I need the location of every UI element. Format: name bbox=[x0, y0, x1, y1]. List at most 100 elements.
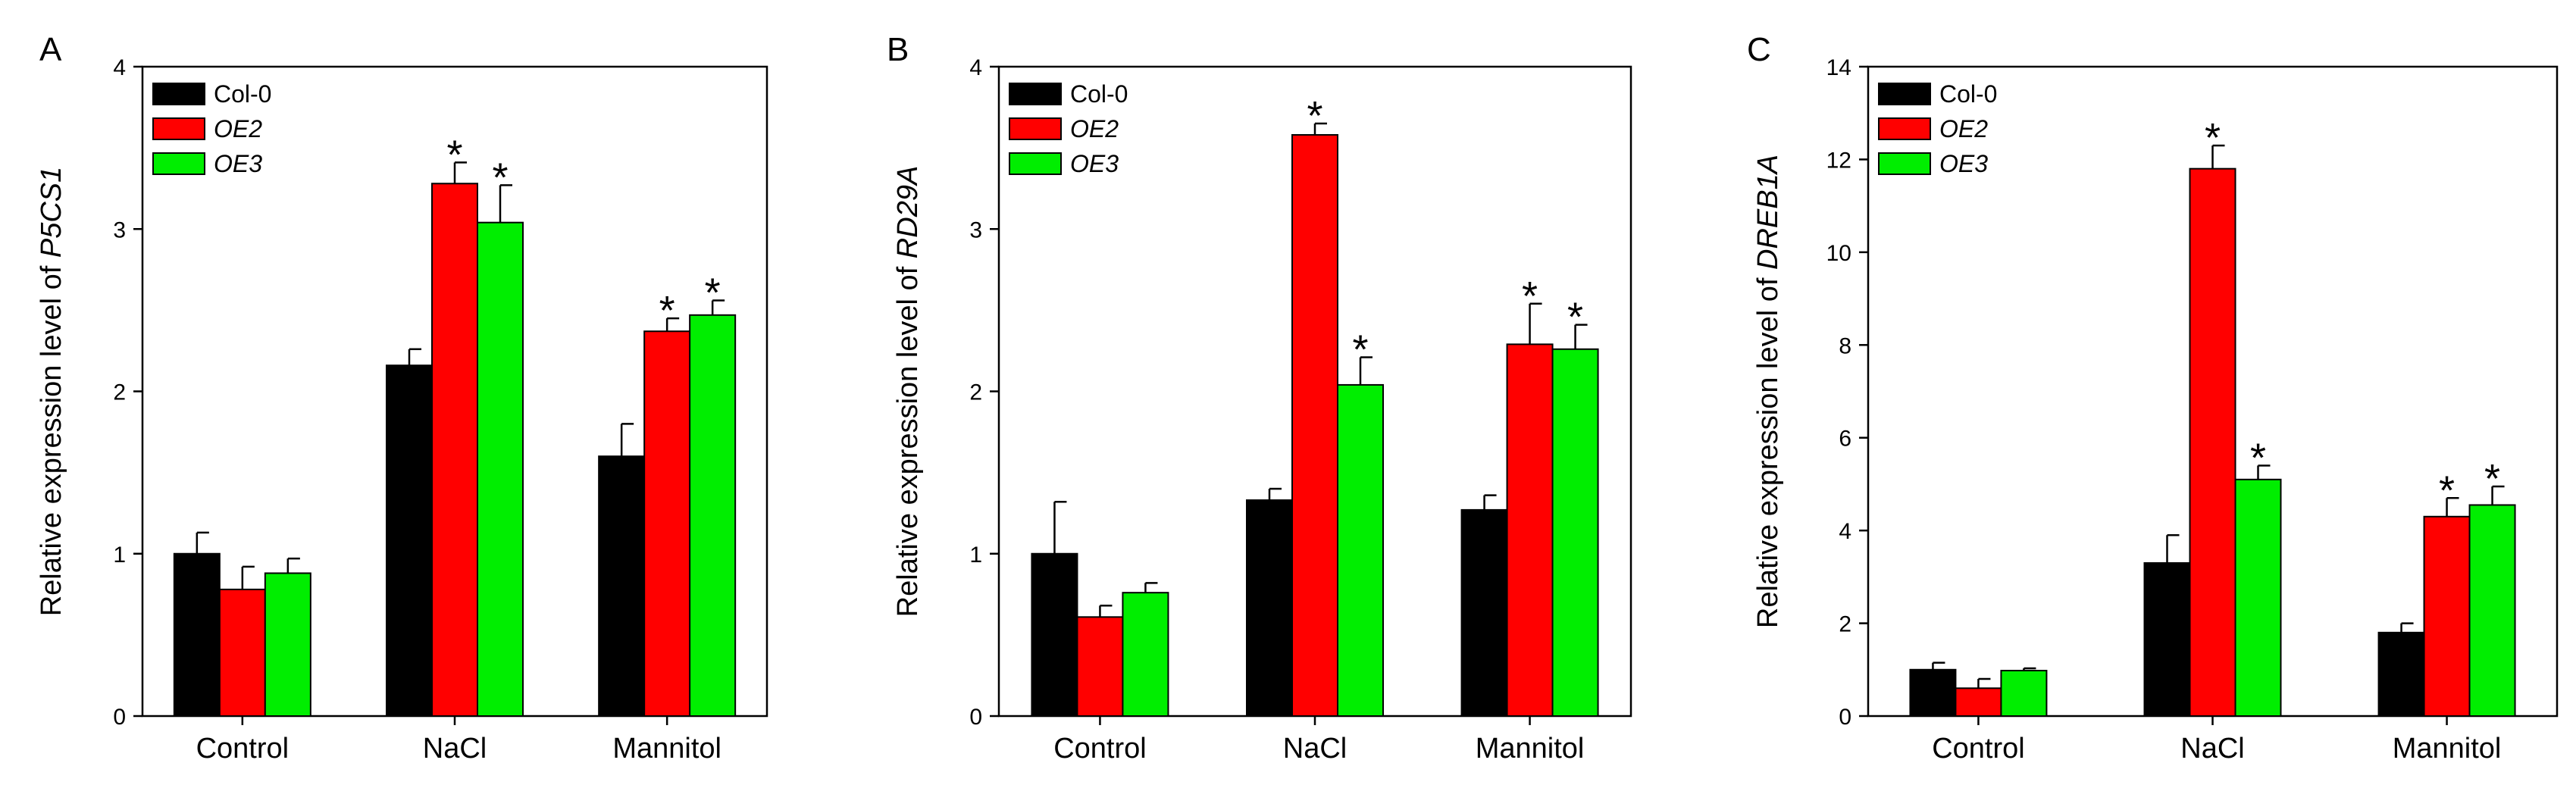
x-category-label: NaCl bbox=[1283, 733, 1347, 765]
bar-oe2-nacl bbox=[2189, 167, 2236, 717]
bar-col-0-control bbox=[1031, 552, 1078, 717]
bar-oe2-nacl bbox=[431, 183, 478, 717]
legend-swatch-col-0 bbox=[1878, 83, 1931, 105]
legend-label: OE2 bbox=[214, 115, 262, 142]
legend-swatch-oe3 bbox=[152, 152, 205, 175]
significance-star: * bbox=[492, 155, 508, 200]
significance-star: * bbox=[1522, 274, 1538, 319]
y-tick-label: 1 bbox=[113, 543, 126, 568]
legend-swatch-oe3 bbox=[1009, 152, 1062, 175]
significance-star: * bbox=[1567, 295, 1583, 340]
panel-letter: C bbox=[1747, 31, 1771, 68]
y-axis-label-gene: P5CS1 bbox=[36, 167, 67, 258]
bar-col-0-nacl bbox=[2143, 561, 2191, 717]
y-tick-label: 0 bbox=[113, 705, 126, 730]
y-axis-label: Relative expression level of RD29A bbox=[892, 166, 924, 618]
bar-oe2-control bbox=[218, 588, 266, 718]
bar-oe3-nacl bbox=[2234, 478, 2282, 717]
y-tick-label: 2 bbox=[969, 380, 982, 405]
y-tick-label: 10 bbox=[1826, 241, 1851, 266]
y-tick-label: 3 bbox=[969, 217, 982, 242]
bar-oe3-control bbox=[1122, 592, 1169, 717]
y-tick-label: 4 bbox=[113, 55, 126, 80]
significance-star: * bbox=[659, 288, 675, 333]
x-category-label: Mannitol bbox=[612, 733, 721, 765]
y-axis-label-gene: DREB1A bbox=[1752, 155, 1784, 270]
panel-C: C 0 2 4 6 8 10 12 14 Relative expression level of… bbox=[1747, 31, 2559, 765]
bar-oe3-control bbox=[2000, 670, 2048, 718]
y-tick-label: 6 bbox=[1839, 427, 1851, 452]
bar-col-0-control bbox=[173, 552, 221, 717]
bar-col-0-nacl bbox=[1246, 499, 1293, 717]
bar-oe3-mannitol bbox=[689, 314, 737, 717]
legend-swatch-oe2 bbox=[152, 117, 205, 140]
y-tick-label: 0 bbox=[1839, 705, 1851, 730]
x-category-label: Mannitol bbox=[2393, 733, 2502, 765]
y-tick-label: 14 bbox=[1826, 55, 1851, 80]
y-tick-label: 4 bbox=[1839, 519, 1851, 544]
significance-star: * bbox=[1307, 93, 1322, 139]
bar-col-0-control bbox=[1909, 668, 1957, 717]
legend-label: OE3 bbox=[214, 150, 262, 177]
bar-oe2-control bbox=[1076, 616, 1124, 717]
legend-swatch-col-0 bbox=[152, 83, 205, 105]
bar-oe3-mannitol bbox=[2468, 504, 2516, 717]
x-category-label: Control bbox=[196, 733, 290, 765]
bar-oe2-mannitol bbox=[2423, 515, 2471, 717]
legend-swatch-oe3 bbox=[1878, 152, 1931, 175]
legend-swatch-oe2 bbox=[1878, 117, 1931, 140]
significance-star: * bbox=[705, 271, 721, 316]
x-category-label: Control bbox=[1932, 733, 2025, 765]
significance-star: * bbox=[2439, 468, 2455, 513]
x-category-label: Control bbox=[1053, 733, 1147, 765]
legend-swatch-oe2 bbox=[1009, 117, 1062, 140]
y-axis-label-prefix: Relative expression level of bbox=[892, 258, 924, 617]
legend-label: OE2 bbox=[1939, 115, 1988, 142]
panel-letter: A bbox=[39, 31, 62, 68]
bar-oe3-control bbox=[264, 572, 311, 718]
y-tick-label: 12 bbox=[1826, 148, 1851, 173]
y-tick-label: 2 bbox=[113, 380, 126, 405]
x-category-label: Mannitol bbox=[1476, 733, 1585, 765]
bar-oe3-nacl bbox=[477, 221, 524, 717]
legend-label: Col-0 bbox=[214, 80, 271, 108]
bar-col-0-mannitol bbox=[1460, 508, 1508, 718]
legend-label: Col-0 bbox=[1070, 80, 1128, 108]
y-tick-label: 4 bbox=[969, 55, 982, 80]
panel-A: A 0 1 2 3 4 Relative expression level of P5CS1… bbox=[36, 31, 768, 765]
y-tick-label: 1 bbox=[969, 543, 982, 568]
significance-star: * bbox=[2205, 115, 2221, 161]
legend-label: OE2 bbox=[1070, 115, 1119, 142]
bar-oe2-control bbox=[1955, 687, 2002, 717]
y-axis-label-prefix: Relative expression level of bbox=[1752, 270, 1784, 628]
bar-oe3-mannitol bbox=[1551, 348, 1599, 717]
significance-star: * bbox=[2250, 435, 2266, 480]
bar-oe2-mannitol bbox=[1506, 343, 1554, 717]
x-category-label: NaCl bbox=[2180, 733, 2244, 765]
bar-oe2-nacl bbox=[1291, 133, 1338, 718]
bar-col-0-nacl bbox=[386, 364, 433, 717]
bar-col-0-mannitol bbox=[598, 455, 646, 717]
y-axis-label: Relative expression level of DREB1A bbox=[1752, 155, 1784, 628]
legend-label: OE3 bbox=[1070, 150, 1119, 177]
y-axis-label-gene: RD29A bbox=[892, 166, 924, 259]
y-axis-label: Relative expression level of P5CS1 bbox=[36, 167, 67, 617]
significance-star: * bbox=[2484, 456, 2500, 502]
x-category-label: NaCl bbox=[423, 733, 487, 765]
y-tick-label: 3 bbox=[113, 217, 126, 242]
panel-B: B 0 1 2 3 4 Relative expression level of RD29A… bbox=[887, 31, 1632, 765]
y-tick-label: 8 bbox=[1839, 333, 1851, 358]
legend-swatch-col-0 bbox=[1009, 83, 1062, 105]
bar-col-0-mannitol bbox=[2377, 631, 2425, 717]
y-axis-label-prefix: Relative expression level of bbox=[36, 258, 67, 616]
y-tick-label: 2 bbox=[1839, 612, 1851, 637]
significance-star: * bbox=[1352, 327, 1368, 373]
legend-label: Col-0 bbox=[1939, 80, 1997, 108]
bar-oe3-nacl bbox=[1337, 383, 1384, 717]
bar-oe2-mannitol bbox=[643, 330, 691, 717]
significance-star: * bbox=[446, 132, 462, 177]
y-tick-label: 0 bbox=[969, 705, 982, 730]
panel-letter: B bbox=[887, 31, 909, 68]
legend-label: OE3 bbox=[1939, 150, 1988, 177]
